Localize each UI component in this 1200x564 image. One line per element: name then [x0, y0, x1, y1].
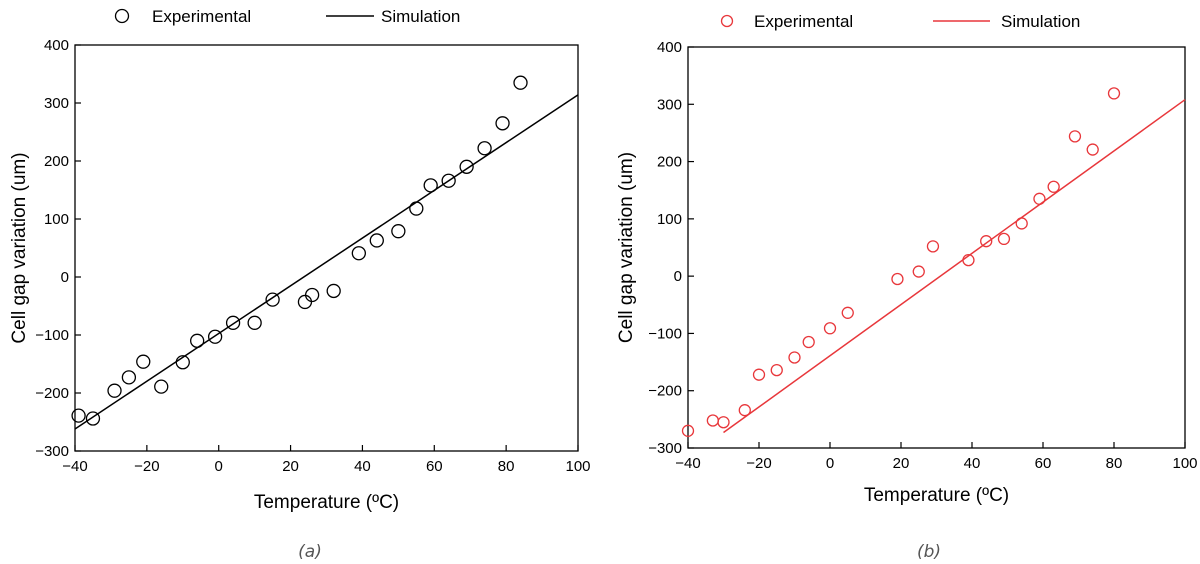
legend-label-experimental: Experimental [152, 7, 251, 26]
experimental-point [717, 416, 730, 429]
experimental-point [770, 363, 783, 377]
simulation-line [74, 94, 579, 430]
legend-marker-experimental [114, 8, 130, 24]
experimental-point [926, 240, 940, 253]
y-tick-label: −100 [648, 325, 682, 342]
y-tick-label: −200 [35, 385, 69, 402]
x-tick-label: 0 [215, 458, 223, 475]
experimental-point [980, 235, 993, 248]
experimental-point [85, 411, 101, 426]
experimental-point [495, 116, 510, 131]
experimental-point [107, 383, 122, 398]
x-tick-label: 20 [893, 455, 910, 472]
panel-b: −40 −20 0 20 40 60 80 100−300−200−1000100200300… [616, 12, 1198, 562]
experimental-point [71, 408, 86, 423]
experimental-point [297, 294, 313, 310]
x-tick-label: 100 [1172, 455, 1197, 472]
experimental-point [265, 292, 280, 307]
y-tick-label: 200 [44, 153, 69, 170]
experimental-point [326, 283, 341, 299]
x-tick-label: −40 [675, 455, 700, 472]
y-tick-label: −300 [648, 440, 682, 457]
experimental-point [477, 141, 492, 156]
experimental-point [841, 306, 854, 319]
experimental-point [154, 379, 169, 394]
experimental-point [681, 424, 695, 437]
y-tick-label: 100 [44, 211, 69, 228]
y-tick-label: −100 [35, 327, 69, 344]
experimental-point [997, 232, 1011, 246]
legend-label-simulation: Simulation [1001, 12, 1080, 31]
x-tick-label: 20 [282, 458, 299, 475]
experimental-point [513, 75, 528, 90]
x-axis-title: Temperature (ºC) [864, 485, 1009, 506]
experimental-point [823, 322, 837, 335]
x-tick-label: −20 [746, 455, 771, 472]
experimental-point [1068, 130, 1082, 143]
x-tick-label: 80 [498, 458, 515, 475]
experimental-point [136, 354, 151, 369]
experimental-point [752, 368, 766, 381]
experimental-point [1107, 87, 1121, 100]
experimental-point [225, 315, 241, 330]
x-tick-label: 40 [354, 458, 371, 475]
x-tick-label: 100 [565, 458, 590, 475]
experimental-point [304, 287, 320, 303]
y-tick-label: 0 [61, 269, 69, 286]
y-tick-label: −300 [35, 443, 69, 460]
panel-a: −40 −20 0 20 40 60 80 100−300−200−1000100200300… [9, 7, 591, 562]
experimental-point [459, 159, 474, 174]
y-tick-label: 400 [657, 39, 682, 56]
experimental-point [891, 272, 904, 286]
experimental-point [788, 351, 801, 364]
experimental-point [247, 315, 262, 330]
y-tick-label: 400 [44, 37, 69, 54]
experimental-point [391, 224, 406, 239]
x-tick-label: 60 [1035, 455, 1052, 472]
y-tick-label: 300 [657, 96, 682, 113]
plot-frame [687, 46, 1186, 449]
experimental-point [369, 233, 384, 248]
y-tick-label: −200 [648, 383, 682, 400]
y-tick-label: 100 [657, 211, 682, 228]
experimental-point [802, 335, 815, 349]
experimental-point [738, 404, 751, 417]
legend-marker-experimental [720, 14, 734, 28]
panel-caption: (a) [298, 542, 322, 562]
x-axis-title: Temperature (ºC) [254, 492, 399, 513]
experimental-point [121, 370, 137, 385]
experimental-point [1086, 143, 1099, 156]
x-tick-label: −40 [62, 458, 87, 475]
experimental-point [1047, 180, 1060, 193]
x-tick-label: 40 [964, 455, 981, 472]
y-axis-title: Cell gap variation (um) [616, 152, 637, 343]
experimental-point [351, 246, 366, 261]
y-tick-label: 300 [44, 95, 69, 112]
experimental-point [207, 329, 223, 344]
x-tick-label: 80 [1106, 455, 1123, 472]
x-tick-label: −20 [134, 458, 159, 475]
legend-label-simulation: Simulation [381, 7, 460, 26]
simulation-line [723, 99, 1186, 434]
experimental-point [706, 414, 719, 427]
y-tick-label: 200 [657, 154, 682, 171]
experimental-point [912, 265, 925, 278]
legend-label-experimental: Experimental [754, 12, 853, 31]
experimental-point [441, 173, 456, 188]
plot-frame [74, 44, 579, 452]
x-tick-label: 0 [826, 455, 834, 472]
y-tick-label: 0 [674, 268, 682, 285]
y-axis-title: Cell gap variation (um) [9, 152, 30, 343]
x-tick-label: 60 [426, 458, 443, 475]
experimental-point [409, 201, 424, 216]
panel-caption: (b) [917, 542, 941, 562]
